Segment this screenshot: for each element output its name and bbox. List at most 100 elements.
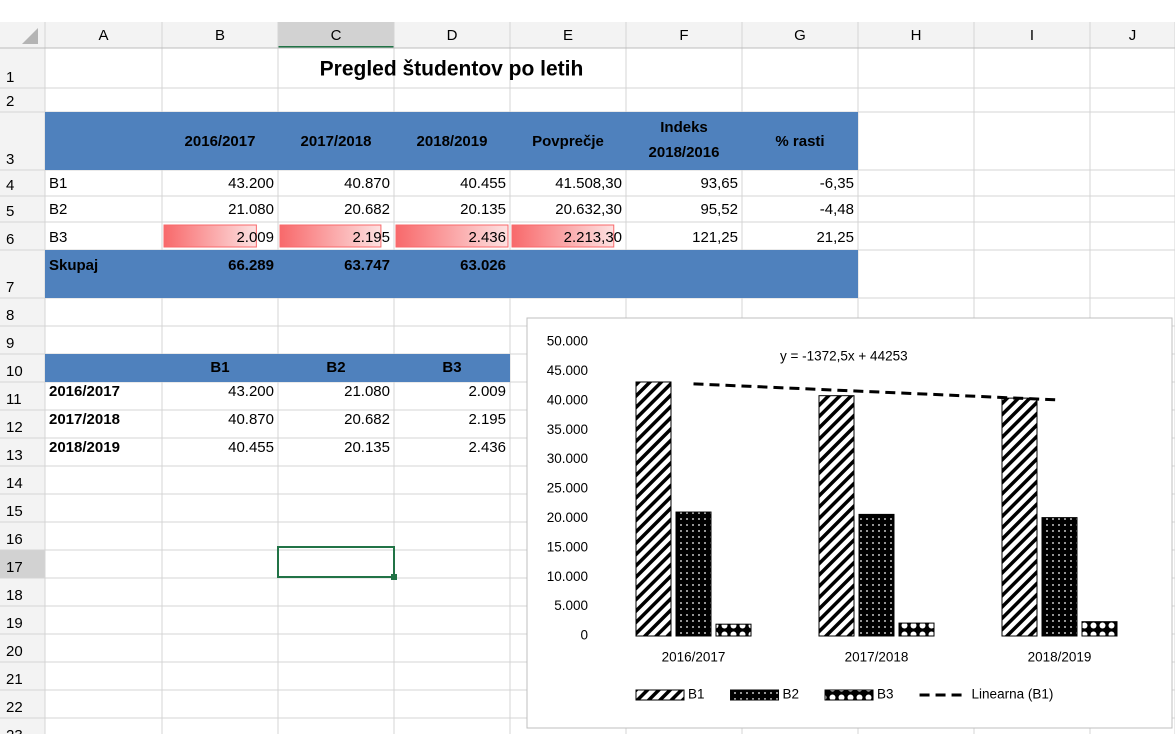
table-cell: 2.195 <box>468 411 506 428</box>
table-cell: 40.870 <box>344 175 390 192</box>
selected-column-header <box>278 22 394 48</box>
table-header: B1 <box>210 359 229 376</box>
y-tick-label: 25.000 <box>547 481 588 496</box>
bar <box>1001 397 1038 637</box>
legend-swatch <box>635 689 685 701</box>
table-header: 2016/2017 <box>185 133 256 150</box>
column-letter: H <box>911 27 922 44</box>
legend-swatch <box>730 689 780 701</box>
y-tick-label: 40.000 <box>547 392 588 407</box>
row-number: 8 <box>6 307 14 324</box>
column-header-bar <box>0 22 1175 48</box>
table-cell: 20.135 <box>344 439 390 456</box>
row-number: 16 <box>6 531 23 548</box>
column-letter: D <box>447 27 458 44</box>
x-tick-label: 2016/2017 <box>662 650 726 665</box>
table-cell: -6,35 <box>820 175 854 192</box>
row-number: 12 <box>6 419 23 436</box>
table-cell: 2016/2017 <box>49 383 120 400</box>
select-all-corner <box>22 28 38 44</box>
table-header: Indeks <box>660 119 708 136</box>
table-cell: 2018/2019 <box>49 439 120 456</box>
column-letter: A <box>98 27 108 44</box>
sheet-title: Pregled študentov po letih <box>320 58 584 81</box>
total-cell: 66.289 <box>228 257 274 274</box>
table-cell: 20.682 <box>344 411 390 428</box>
bar <box>1081 621 1118 637</box>
table-cell: B1 <box>49 175 67 192</box>
x-tick-label: 2018/2019 <box>1028 650 1092 665</box>
selected-cell[interactable] <box>277 546 395 578</box>
data-bar <box>395 224 509 248</box>
fill-handle <box>391 574 397 580</box>
table-cell: 41.508,30 <box>555 175 622 192</box>
table-header: B2 <box>326 359 345 376</box>
table-cell: 121,25 <box>692 229 738 246</box>
bar <box>818 395 855 637</box>
bar <box>858 513 895 637</box>
row-number: 11 <box>6 391 22 408</box>
table-cell: 2.009 <box>236 229 274 246</box>
row-number: 6 <box>6 231 14 248</box>
column-letter: G <box>794 27 806 44</box>
row-number: 19 <box>6 615 23 632</box>
data-bar <box>163 224 257 248</box>
row-number: 7 <box>6 279 14 296</box>
table-cell: 20.632,30 <box>555 201 622 218</box>
row-number: 17 <box>6 559 23 576</box>
data-bar <box>511 224 615 248</box>
table-cell: 2017/2018 <box>49 411 120 428</box>
row-number: 21 <box>6 671 23 688</box>
table-cell: 43.200 <box>228 175 274 192</box>
y-tick-label: 45.000 <box>547 363 588 378</box>
table-header: % rasti <box>775 133 824 150</box>
y-tick-label: 35.000 <box>547 422 588 437</box>
row-number: 20 <box>6 643 23 660</box>
y-tick-label: 15.000 <box>547 539 588 554</box>
total-cell: 63.026 <box>460 257 506 274</box>
total-cell: 63.747 <box>344 257 390 274</box>
y-tick-label: 5.000 <box>554 598 588 613</box>
bar <box>898 622 935 637</box>
table-cell: 93,65 <box>700 175 738 192</box>
row-number: 18 <box>6 587 23 604</box>
legend-label: B1 <box>688 687 705 702</box>
table-cell: 21.080 <box>344 383 390 400</box>
row-header-bar <box>0 48 45 734</box>
table-cell: 21.080 <box>228 201 274 218</box>
row-number: 23 <box>6 727 23 734</box>
column-letter: F <box>679 27 688 44</box>
column-letter: J <box>1129 27 1137 44</box>
table-cell: 2.195 <box>352 229 390 246</box>
table-header: Povprečje <box>532 133 604 150</box>
bar <box>635 381 672 637</box>
y-tick-label: 20.000 <box>547 510 588 525</box>
y-tick-label: 30.000 <box>547 451 588 466</box>
header-fill <box>45 354 510 382</box>
table-header: 2018/2016 <box>649 144 720 161</box>
table-cell: 40.870 <box>228 411 274 428</box>
total-cell: Skupaj <box>49 257 98 274</box>
row-number: 1 <box>6 69 14 86</box>
table-cell: B2 <box>49 201 67 218</box>
header-fill <box>45 112 858 170</box>
data-bar <box>279 224 382 248</box>
row-number: 22 <box>6 699 23 716</box>
row-number: 3 <box>6 151 14 168</box>
legend-label: B2 <box>783 687 800 702</box>
row-number: 14 <box>6 475 23 492</box>
row-number: 5 <box>6 203 14 220</box>
table-header: B3 <box>442 359 461 376</box>
row-number: 2 <box>6 93 14 110</box>
row-number: 10 <box>6 363 23 380</box>
table-cell: 40.455 <box>228 439 274 456</box>
bar <box>715 623 752 637</box>
column-letter: E <box>563 27 573 44</box>
table-cell: 2.213,30 <box>564 229 622 246</box>
table-header: 2017/2018 <box>301 133 372 150</box>
y-tick-label: 10.000 <box>547 569 588 584</box>
table-cell: 21,25 <box>816 229 854 246</box>
table-cell: 40.455 <box>460 175 506 192</box>
table-cell: 2.436 <box>468 439 506 456</box>
legend-label: Linearna (B1) <box>972 687 1054 702</box>
